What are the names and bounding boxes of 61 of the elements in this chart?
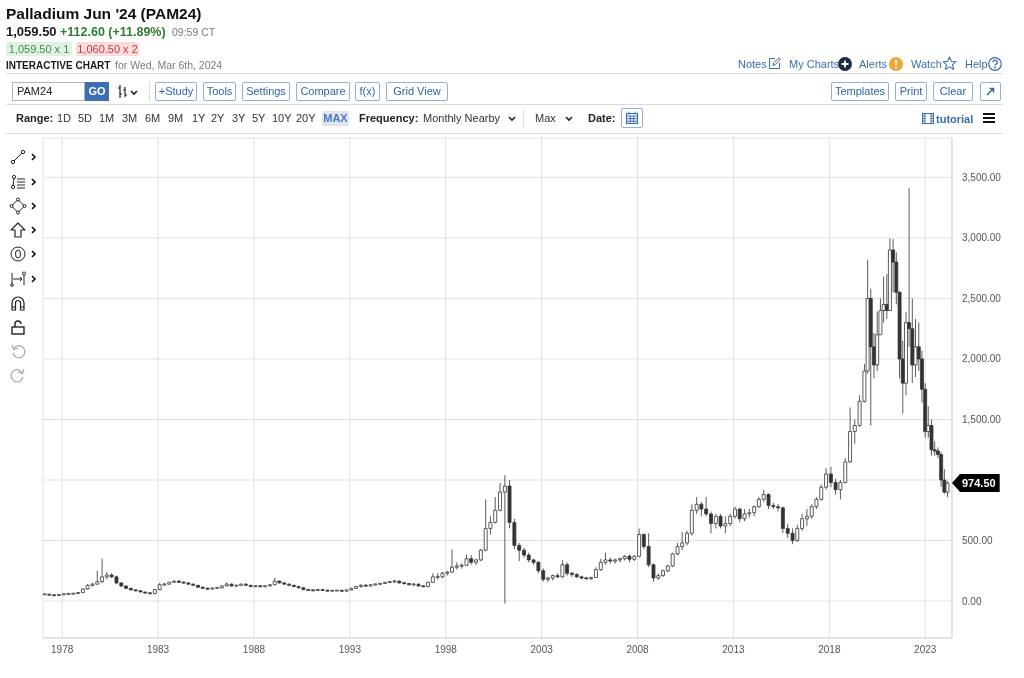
text: Notes	[738, 57, 767, 71]
text: 09:59 CT	[172, 25, 216, 39]
text: INTERACTIVE CHART	[6, 58, 111, 72]
button: Settings	[242, 82, 290, 101]
x-tick-label: 2008	[626, 644, 650, 656]
chart-title: Palladium Jun '24 (PAM24)	[6, 4, 202, 23]
text: 1,060.50 x 2	[77, 42, 138, 55]
text: Monthly Nearby	[423, 111, 501, 125]
text: 5Y	[252, 111, 266, 125]
text: 6M	[145, 111, 161, 125]
text: 5D	[78, 111, 93, 125]
text: 3M	[122, 111, 138, 125]
y-tick-label: 3,000.00	[962, 232, 1002, 244]
text: MAX	[323, 112, 348, 124]
button: Tools	[203, 82, 236, 101]
text: My Charts	[789, 57, 840, 71]
button: Clear	[933, 82, 973, 101]
x-tick-label: 2003	[530, 644, 554, 656]
x-tick-label: 2013	[722, 644, 745, 656]
text: Date:	[588, 111, 616, 125]
button: Templates	[831, 82, 889, 101]
text-field: PAM24	[12, 82, 85, 101]
y-tick-label: 3,500.00	[962, 171, 1002, 183]
text: 3Y	[232, 111, 246, 125]
text: Help	[965, 57, 988, 71]
text: Alerts	[859, 57, 888, 71]
x-tick-label: 1998	[434, 644, 458, 656]
y-tick-label: 2,500.00	[962, 292, 1002, 304]
text: tutorial	[936, 112, 974, 126]
text: for Wed, Mar 6th, 2024	[115, 58, 223, 72]
y-tick-label: 500.00	[962, 535, 994, 547]
text: Max	[535, 111, 556, 125]
text: 10Y	[272, 111, 292, 125]
annotation: 974.50	[962, 476, 996, 492]
button: Grid View	[386, 82, 448, 101]
text: +112.60 (+11.89%)	[60, 24, 166, 40]
x-tick-label: 1988	[242, 644, 266, 656]
x-tick-label: 2023	[914, 644, 937, 656]
text: Range:	[16, 111, 54, 125]
text: 9M	[168, 111, 184, 125]
x-tick-label: 1983	[146, 644, 170, 656]
y-tick-label: 0.00	[962, 595, 982, 607]
text: 20Y	[296, 111, 316, 125]
y-tick-label: 1,500.00	[962, 414, 1002, 426]
button: Print	[895, 82, 927, 101]
button: +Study	[155, 82, 197, 101]
button: GO	[85, 82, 109, 101]
text: 1Y	[192, 111, 206, 125]
x-tick-label: 2018	[818, 644, 841, 656]
text: Frequency:	[359, 111, 419, 125]
text: 2Y	[211, 111, 225, 125]
x-tick-label: 1978	[51, 644, 74, 656]
text: 1M	[99, 111, 115, 125]
button: f(x)	[355, 82, 380, 101]
x-tick-label: 1993	[338, 644, 362, 656]
text: Watch	[911, 57, 942, 71]
text: 1D	[57, 111, 72, 125]
text: 1,059.50 x 1	[8, 42, 70, 55]
text: 1,059.50	[6, 24, 57, 40]
y-tick-label: 2,000.00	[962, 353, 1002, 365]
button: Compare	[296, 82, 350, 101]
